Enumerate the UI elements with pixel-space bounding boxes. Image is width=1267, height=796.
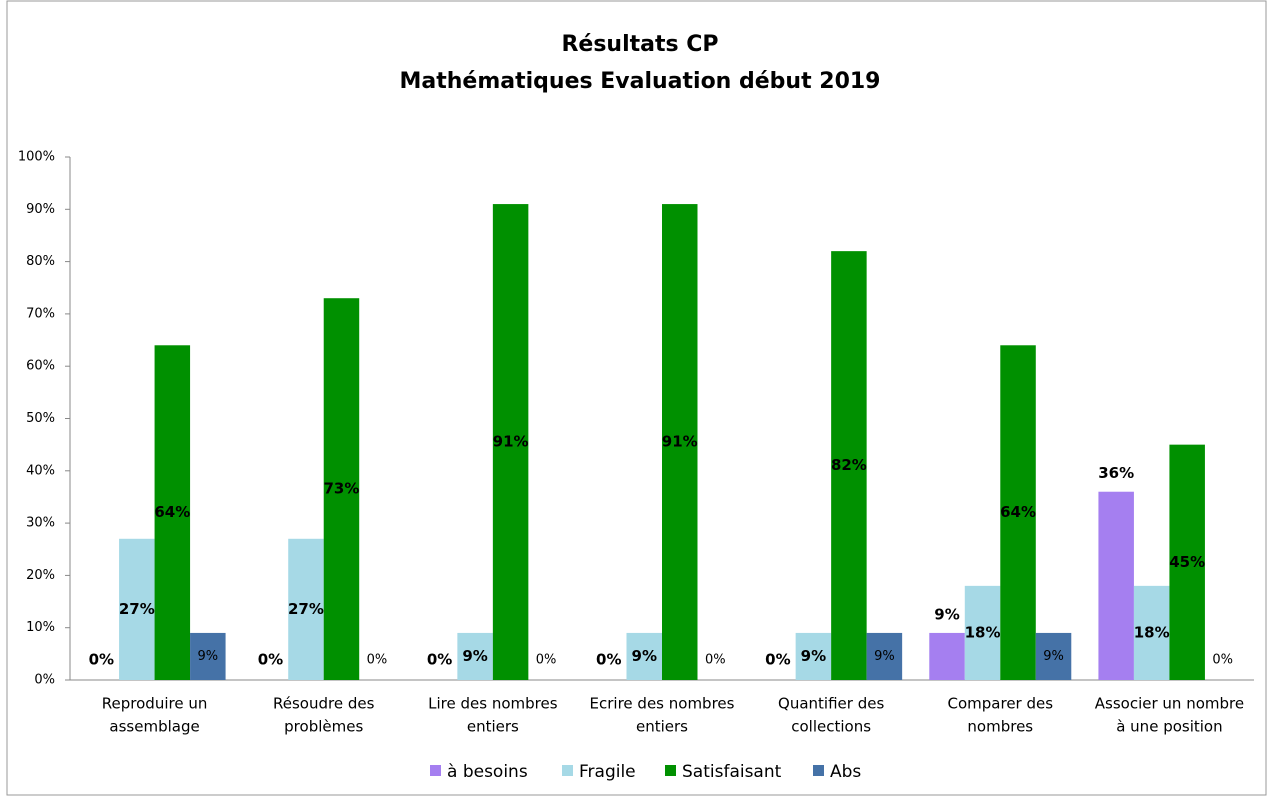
data-label: 0% [705, 653, 726, 668]
data-label: 73% [324, 480, 360, 498]
data-label: 18% [965, 623, 1001, 641]
data-label: 0% [427, 651, 452, 669]
y-tick-label: 80% [26, 254, 55, 269]
bar [929, 632, 965, 680]
x-tick-label: collections [791, 718, 871, 736]
x-tick-label: entiers [467, 718, 519, 736]
bar [492, 204, 529, 680]
bar [662, 204, 698, 680]
y-tick-label: 40% [26, 463, 55, 478]
data-label: 64% [1000, 503, 1036, 521]
x-tick-label: Reproduire un [102, 695, 208, 713]
y-tick-label: 20% [26, 568, 55, 583]
x-tick-label: Lire des nombres [428, 695, 558, 713]
data-label: 91% [662, 433, 698, 451]
bar [626, 632, 662, 680]
chart-subtitle: Mathématiques Evaluation début 2019 [400, 69, 881, 94]
bar [1035, 632, 1072, 680]
x-tick-label: nombres [967, 718, 1033, 736]
legend-swatch [430, 765, 441, 776]
x-tick-label: Comparer des [948, 695, 1054, 713]
bar [964, 585, 1001, 680]
legend-label: Fragile [579, 762, 636, 782]
bar [1133, 585, 1170, 680]
bar [866, 632, 903, 680]
x-tick-label: Quantifier des [778, 695, 884, 713]
bar [119, 538, 155, 680]
legend-swatch [562, 765, 573, 776]
x-tick-label: Ecrire des nombres [590, 695, 735, 713]
data-label: 27% [288, 600, 324, 618]
data-label: 18% [1134, 623, 1170, 641]
data-label: 64% [154, 503, 190, 521]
legend-swatch [665, 765, 676, 776]
data-label: 45% [1169, 553, 1205, 571]
legend-label: Satisfaisant [682, 762, 782, 782]
chart-title: Résultats CP [561, 32, 718, 57]
bar [1000, 345, 1036, 680]
legend-swatch [813, 765, 824, 776]
y-tick-label: 70% [26, 306, 55, 321]
y-tick-label: 50% [26, 411, 55, 426]
data-label: 0% [258, 651, 283, 669]
data-label: 27% [119, 600, 155, 618]
data-label: 0% [1212, 653, 1233, 668]
bar [795, 632, 832, 680]
y-tick-label: 100% [18, 150, 55, 165]
bar [154, 345, 191, 680]
data-label: 0% [89, 651, 114, 669]
x-tick-label: à une position [1116, 718, 1222, 736]
y-tick-label: 60% [26, 359, 55, 374]
y-tick-label: 30% [26, 516, 55, 531]
x-tick-label: entiers [636, 718, 688, 736]
data-label: 9% [462, 647, 487, 665]
data-label: 0% [596, 651, 621, 669]
data-label: 82% [831, 456, 867, 474]
data-label: 9% [874, 649, 895, 664]
data-label: 0% [367, 653, 388, 668]
x-tick-label: Résoudre des [273, 695, 375, 713]
bar [190, 632, 226, 680]
data-label: 36% [1098, 464, 1134, 482]
bar [1098, 491, 1134, 680]
data-label: 0% [536, 653, 557, 668]
bar [323, 298, 360, 680]
bar [1169, 444, 1205, 680]
bar [831, 251, 867, 680]
x-tick-label: assemblage [109, 718, 199, 736]
legend-label: à besoins [447, 762, 528, 782]
data-label: 9% [198, 649, 219, 664]
y-tick-label: 90% [26, 202, 55, 217]
data-label: 9% [801, 647, 826, 665]
x-tick-label: problèmes [284, 718, 363, 736]
data-label: 9% [934, 605, 959, 623]
y-tick-label: 0% [34, 673, 55, 688]
data-label: 91% [493, 433, 529, 451]
bar [457, 632, 493, 680]
x-tick-label: Associer un nombre [1095, 695, 1244, 713]
legend-label: Abs [830, 762, 861, 782]
bar [288, 538, 324, 680]
data-label: 0% [765, 651, 790, 669]
data-label: 9% [632, 647, 657, 665]
data-label: 9% [1043, 649, 1064, 664]
y-tick-label: 10% [26, 620, 55, 635]
